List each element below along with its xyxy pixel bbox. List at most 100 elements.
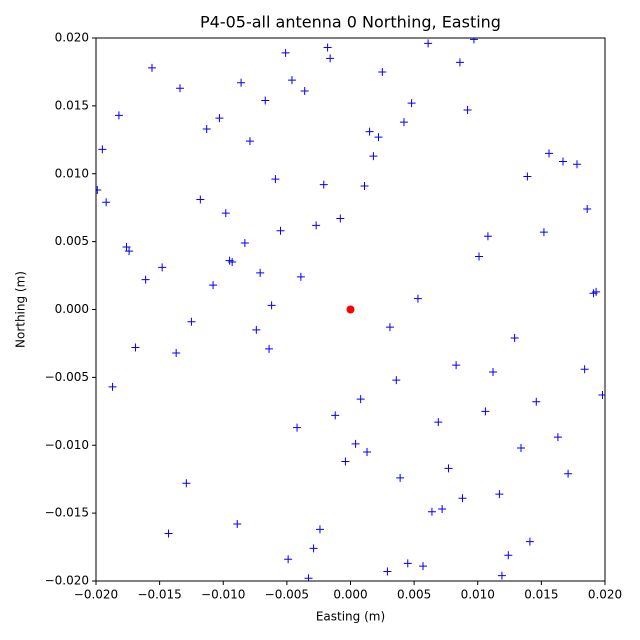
point bbox=[309, 544, 318, 553]
point bbox=[469, 38, 478, 44]
point bbox=[187, 317, 196, 326]
point bbox=[573, 160, 582, 169]
y-tick-label: −0.015 bbox=[45, 506, 89, 520]
point bbox=[326, 54, 335, 63]
point bbox=[444, 464, 453, 473]
point bbox=[346, 305, 355, 314]
point bbox=[209, 281, 218, 290]
point bbox=[96, 186, 102, 195]
point bbox=[407, 99, 416, 108]
point bbox=[172, 348, 181, 357]
point bbox=[475, 252, 484, 261]
point bbox=[564, 469, 573, 478]
point bbox=[403, 559, 412, 568]
x-tick-label: 0.010 bbox=[461, 588, 495, 602]
point bbox=[363, 448, 372, 457]
point bbox=[122, 243, 131, 252]
point bbox=[523, 172, 532, 181]
point bbox=[281, 48, 290, 57]
plot-area bbox=[96, 38, 605, 581]
point bbox=[427, 507, 436, 516]
point bbox=[336, 214, 345, 223]
point bbox=[245, 137, 254, 146]
point bbox=[265, 344, 274, 353]
x-tick-label: 0.000 bbox=[333, 588, 367, 602]
point bbox=[378, 67, 387, 76]
point bbox=[125, 247, 134, 256]
y-tick-label: −0.010 bbox=[45, 438, 89, 452]
point bbox=[481, 407, 490, 416]
point bbox=[341, 457, 350, 466]
point bbox=[108, 382, 117, 391]
x-tick-label: −0.010 bbox=[201, 588, 245, 602]
point bbox=[517, 443, 526, 452]
point bbox=[131, 343, 140, 352]
x-tick-label: −0.020 bbox=[74, 588, 118, 602]
point bbox=[525, 537, 534, 546]
point bbox=[463, 105, 472, 114]
point bbox=[323, 43, 332, 52]
y-axis-label: Northing (m) bbox=[14, 271, 28, 348]
x-tick-label: −0.015 bbox=[137, 588, 181, 602]
point bbox=[202, 124, 211, 133]
x-axis-label: Easting (m) bbox=[316, 610, 385, 624]
point bbox=[296, 272, 305, 281]
point bbox=[164, 529, 173, 538]
point bbox=[114, 111, 123, 120]
point bbox=[98, 145, 107, 154]
point bbox=[267, 301, 276, 310]
point bbox=[580, 365, 589, 374]
point bbox=[489, 367, 498, 376]
point bbox=[158, 263, 167, 272]
y-tick-label: 0.020 bbox=[55, 31, 89, 45]
y-tick-label: 0.015 bbox=[55, 98, 89, 112]
point bbox=[252, 325, 261, 334]
point bbox=[510, 334, 519, 343]
point bbox=[497, 571, 506, 580]
point bbox=[385, 323, 394, 332]
point bbox=[102, 198, 111, 207]
point bbox=[434, 418, 443, 427]
point bbox=[455, 58, 464, 67]
point bbox=[141, 275, 150, 284]
point bbox=[319, 180, 328, 189]
point bbox=[483, 232, 492, 241]
point bbox=[196, 195, 205, 204]
point bbox=[369, 152, 378, 161]
point bbox=[175, 84, 184, 93]
point bbox=[458, 494, 467, 503]
point bbox=[351, 439, 360, 448]
y-tick-label: 0.010 bbox=[55, 166, 89, 180]
point bbox=[293, 423, 302, 432]
x-tick-label: −0.005 bbox=[265, 588, 309, 602]
y-tick-label: −0.020 bbox=[45, 574, 89, 588]
point bbox=[539, 228, 548, 237]
point bbox=[374, 133, 383, 142]
point bbox=[315, 525, 324, 534]
point bbox=[365, 127, 374, 136]
point bbox=[271, 175, 280, 184]
point bbox=[331, 411, 340, 420]
y-tick-label: 0.000 bbox=[55, 302, 89, 316]
point bbox=[287, 76, 296, 85]
point bbox=[392, 376, 401, 385]
point bbox=[424, 39, 433, 48]
x-tick-label: 0.005 bbox=[397, 588, 431, 602]
point bbox=[583, 205, 592, 214]
point bbox=[495, 490, 504, 499]
point bbox=[545, 149, 554, 158]
point bbox=[559, 157, 568, 166]
point bbox=[589, 289, 598, 298]
chart-title: P4-05-all antenna 0 Northing, Easting bbox=[200, 13, 501, 32]
point bbox=[504, 551, 513, 560]
point bbox=[261, 96, 270, 105]
x-tick-label: 0.020 bbox=[588, 588, 622, 602]
point bbox=[147, 63, 156, 72]
point bbox=[438, 505, 447, 514]
point bbox=[256, 268, 265, 277]
point bbox=[284, 555, 293, 564]
point bbox=[532, 397, 541, 406]
y-tick-label: −0.005 bbox=[45, 370, 89, 384]
point bbox=[598, 391, 605, 400]
